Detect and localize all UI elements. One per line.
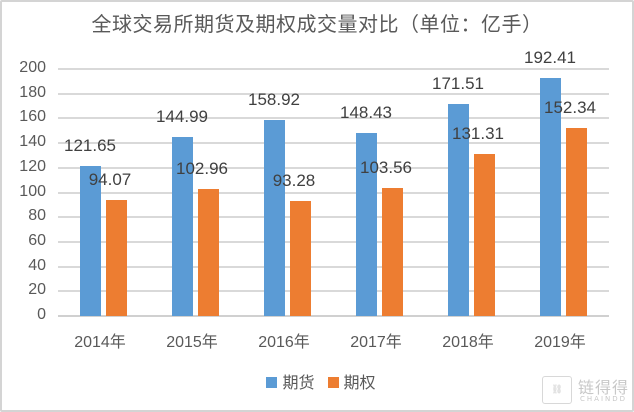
gridline xyxy=(58,240,609,243)
bar-futures xyxy=(264,119,285,316)
y-tick-label: 180 xyxy=(19,83,46,101)
data-label-options: 152.34 xyxy=(544,97,596,117)
legend-label-options: 期权 xyxy=(343,373,376,392)
data-label-options: 131.31 xyxy=(452,123,504,143)
bar-options xyxy=(566,127,587,316)
data-label-options: 103.56 xyxy=(360,158,412,178)
gridline xyxy=(58,68,609,70)
data-label-futures: 158.92 xyxy=(248,89,300,109)
x-tick-label: 2016年 xyxy=(258,334,310,351)
data-label-futures: 192.41 xyxy=(524,48,576,68)
chain-link-icon: ⛓ xyxy=(542,376,572,404)
legend-swatch-futures xyxy=(266,377,278,388)
watermark: ⛓ 链得得 CHAINDD xyxy=(540,374,630,406)
y-tick-label: 200 xyxy=(19,59,46,76)
gridline xyxy=(58,191,609,194)
x-tick-label: 2018年 xyxy=(442,334,494,351)
gridline xyxy=(58,265,609,268)
gridline xyxy=(58,290,609,293)
bar-options xyxy=(474,153,495,316)
x-tick-label: 2019年 xyxy=(534,334,586,351)
data-label-futures: 144.99 xyxy=(156,106,208,126)
gridline xyxy=(58,142,609,145)
bar-futures xyxy=(448,104,469,316)
y-tick-label: 80 xyxy=(28,207,46,225)
legend: 期货 期权 xyxy=(0,369,634,393)
y-tick-label: 100 xyxy=(19,182,46,200)
data-label-options: 102.96 xyxy=(176,158,228,178)
y-tick-label: 140 xyxy=(19,133,46,151)
data-label-futures: 148.43 xyxy=(340,102,392,122)
y-tick-label: 0 xyxy=(37,306,46,323)
gridline xyxy=(58,166,609,169)
y-tick-label: 40 xyxy=(28,256,46,274)
watermark-text: 链得得 xyxy=(578,378,630,397)
bar-futures xyxy=(356,132,377,316)
x-tick-label: 2017年 xyxy=(350,334,402,351)
chart-title: 全球交易所期货及期权成交量对比（单位：亿手） xyxy=(91,12,543,36)
bar-futures xyxy=(80,165,101,316)
watermark-subtext: CHAINDD xyxy=(580,395,628,403)
bar-options xyxy=(198,188,219,316)
data-label-options: 93.28 xyxy=(272,170,316,190)
bar-futures xyxy=(172,136,193,316)
bar-options xyxy=(290,200,311,316)
bar-options xyxy=(106,199,127,316)
gridline xyxy=(58,92,609,95)
y-tick-label: 20 xyxy=(28,281,46,299)
gridline xyxy=(58,315,609,317)
y-tick-label: 60 xyxy=(28,231,46,249)
y-tick-label: 120 xyxy=(19,157,46,175)
data-label-futures: 121.65 xyxy=(64,135,116,155)
data-label-options: 94.07 xyxy=(88,169,132,189)
x-tick-label: 2014年 xyxy=(74,334,126,351)
gridline xyxy=(58,216,609,219)
bar-futures xyxy=(540,78,561,316)
legend-swatch-options xyxy=(327,377,339,388)
gridline xyxy=(58,117,609,120)
legend-label-futures: 期货 xyxy=(282,373,315,392)
data-label-futures: 171.51 xyxy=(432,74,484,94)
bar-options xyxy=(382,188,403,316)
y-tick-label: 160 xyxy=(19,108,46,126)
x-tick-label: 2015年 xyxy=(166,334,218,351)
